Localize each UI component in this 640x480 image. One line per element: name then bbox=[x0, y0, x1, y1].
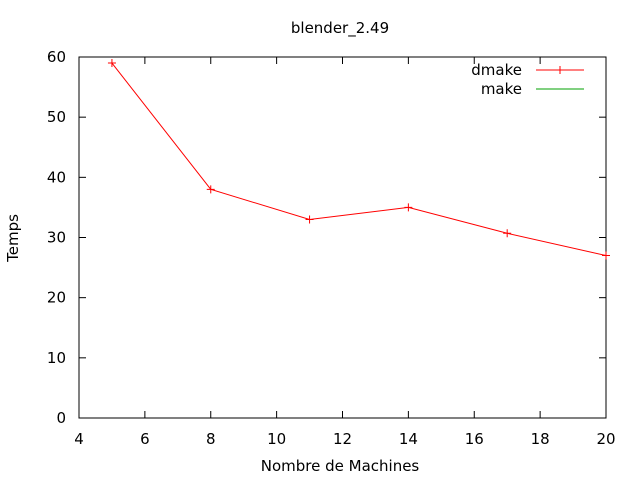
series-layer bbox=[107, 59, 610, 260]
legend-item-make: make bbox=[481, 80, 584, 98]
x-tick-label: 8 bbox=[206, 430, 216, 448]
x-tick-label: 10 bbox=[267, 430, 286, 448]
series-line-dmake bbox=[111, 62, 607, 257]
legend-label: dmake bbox=[471, 61, 522, 79]
y-tick-label: 0 bbox=[56, 409, 66, 427]
x-axis: 4 6 8 10 12 14 16 18 20 bbox=[74, 57, 616, 448]
data-point bbox=[107, 59, 116, 68]
x-axis-label: Nombre de Machines bbox=[261, 457, 420, 475]
x-tick-label: 20 bbox=[596, 430, 615, 448]
legend-label: make bbox=[481, 80, 522, 98]
y-tick-label: 10 bbox=[47, 349, 66, 367]
y-tick-label: 60 bbox=[47, 48, 66, 66]
y-tick-label: 40 bbox=[47, 168, 66, 186]
x-tick-label: 6 bbox=[140, 430, 150, 448]
data-point bbox=[404, 203, 413, 212]
data-point bbox=[305, 215, 314, 224]
data-point bbox=[206, 185, 215, 194]
x-tick-label: 4 bbox=[74, 430, 84, 448]
data-point bbox=[602, 251, 610, 260]
legend-item-dmake: dmake bbox=[471, 61, 584, 79]
y-tick-label: 50 bbox=[47, 108, 66, 126]
y-axis-label: Temps bbox=[4, 214, 22, 263]
x-tick-label: 12 bbox=[333, 430, 352, 448]
y-tick-label: 30 bbox=[47, 229, 66, 247]
chart-title: blender_2.49 bbox=[291, 19, 389, 38]
y-axis: 0 10 20 30 40 50 60 bbox=[47, 48, 606, 427]
legend-marker bbox=[556, 66, 564, 74]
data-point bbox=[503, 229, 512, 238]
x-tick-label: 18 bbox=[531, 430, 550, 448]
series-dmake bbox=[107, 59, 610, 260]
x-tick-label: 14 bbox=[399, 430, 418, 448]
y-tick-label: 20 bbox=[47, 289, 66, 307]
x-tick-label: 16 bbox=[465, 430, 484, 448]
